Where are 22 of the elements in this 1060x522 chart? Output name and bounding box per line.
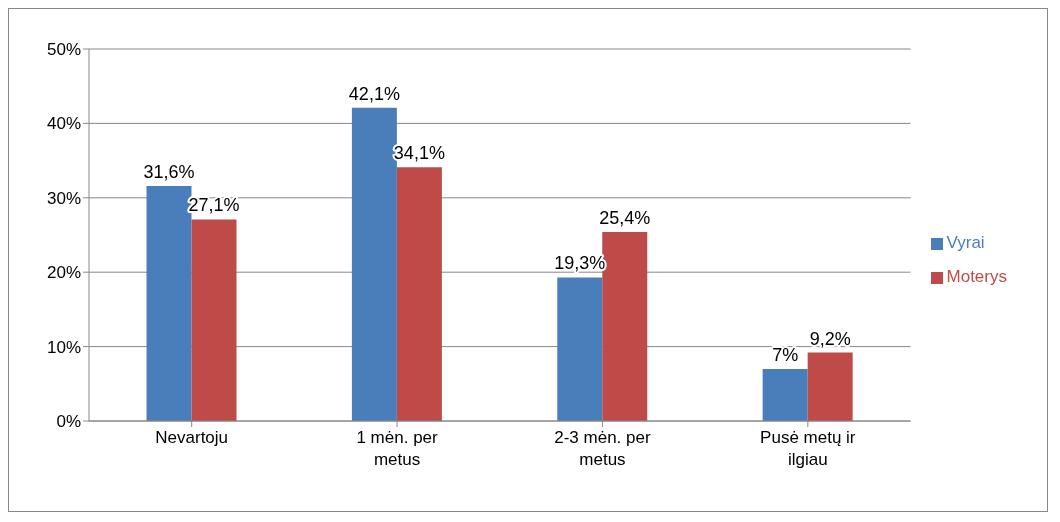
data-label: 31,6% <box>143 161 195 182</box>
bar <box>191 219 237 421</box>
bar <box>762 368 808 421</box>
y-tick-label: 20% <box>46 263 81 283</box>
bar <box>807 352 853 421</box>
data-label: 9,2% <box>809 328 851 349</box>
x-tick-label: 2-3 mėn. per metus <box>554 428 651 469</box>
y-tick-label: 50% <box>46 40 81 60</box>
legend-label: Moterys <box>946 267 1007 286</box>
data-label: 7% <box>772 344 799 365</box>
x-tick-label: 1 mėn. per metus <box>356 428 439 469</box>
x-tick-label: Nevartoju <box>155 428 229 447</box>
data-label: 42,1% <box>348 83 400 104</box>
legend-label: Vyrai <box>946 233 985 252</box>
bar <box>557 277 603 421</box>
data-label: 25,4% <box>599 208 651 229</box>
x-tick-label: Pusė metų ir ilgiau <box>760 428 856 469</box>
y-tick-label: 0% <box>56 412 81 432</box>
y-tick-label: 40% <box>46 114 81 134</box>
bar <box>396 167 442 421</box>
y-tick-label: 30% <box>46 188 81 208</box>
y-tick-label: 10% <box>46 337 81 357</box>
